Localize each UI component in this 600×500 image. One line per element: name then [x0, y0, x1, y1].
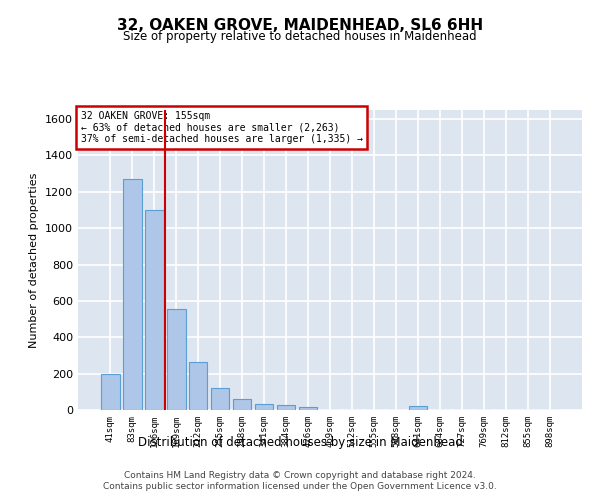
Bar	[167, 309, 185, 410]
Bar	[255, 404, 274, 410]
Bar	[233, 399, 251, 410]
Text: 32, OAKEN GROVE, MAIDENHEAD, SL6 6HH: 32, OAKEN GROVE, MAIDENHEAD, SL6 6HH	[117, 18, 483, 32]
Bar	[101, 374, 119, 410]
Bar	[211, 388, 229, 410]
Text: 32 OAKEN GROVE: 155sqm
← 63% of detached houses are smaller (2,263)
37% of semi-: 32 OAKEN GROVE: 155sqm ← 63% of detached…	[80, 110, 362, 144]
Bar	[277, 406, 295, 410]
Text: Size of property relative to detached houses in Maidenhead: Size of property relative to detached ho…	[123, 30, 477, 43]
Bar	[123, 179, 142, 410]
Bar	[409, 406, 427, 410]
Text: Distribution of detached houses by size in Maidenhead: Distribution of detached houses by size …	[137, 436, 463, 449]
Bar	[145, 210, 164, 410]
Text: Contains public sector information licensed under the Open Government Licence v3: Contains public sector information licen…	[103, 482, 497, 491]
Bar	[299, 408, 317, 410]
Y-axis label: Number of detached properties: Number of detached properties	[29, 172, 40, 348]
Bar	[189, 362, 208, 410]
Text: Contains HM Land Registry data © Crown copyright and database right 2024.: Contains HM Land Registry data © Crown c…	[124, 471, 476, 480]
